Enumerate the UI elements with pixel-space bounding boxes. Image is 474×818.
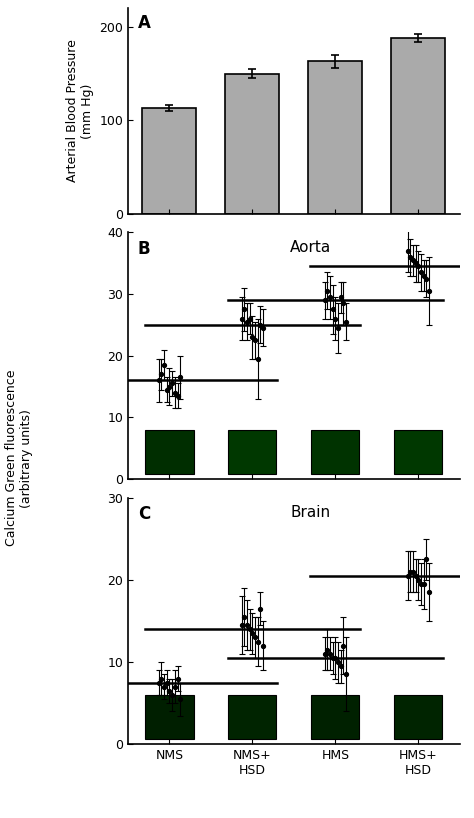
Bar: [143, 108, 196, 213]
Bar: [311, 429, 359, 474]
Y-axis label: Arterial Blood Pressure
(mm Hg): Arterial Blood Pressure (mm Hg): [66, 39, 94, 182]
Bar: [228, 695, 276, 739]
Bar: [394, 695, 442, 739]
Text: C: C: [138, 505, 150, 523]
Bar: [311, 695, 359, 739]
Text: B: B: [138, 240, 151, 258]
Text: Calcium Green fluorescence
(arbitrary units): Calcium Green fluorescence (arbitrary un…: [5, 370, 33, 546]
Bar: [146, 429, 193, 474]
Text: Aorta: Aorta: [290, 240, 331, 254]
Bar: [394, 429, 442, 474]
Bar: [146, 695, 193, 739]
Bar: [228, 429, 276, 474]
Text: A: A: [138, 15, 151, 33]
Text: Brain: Brain: [291, 505, 330, 520]
Bar: [309, 61, 362, 213]
Bar: [392, 38, 445, 213]
Bar: [226, 74, 279, 213]
